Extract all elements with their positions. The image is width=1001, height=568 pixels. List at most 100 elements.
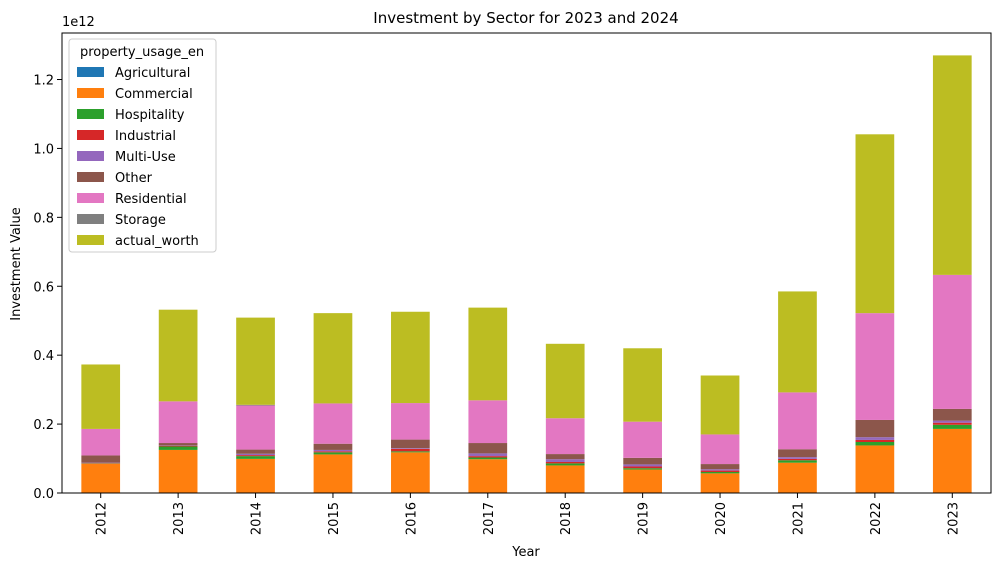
y-tick-label: 0.4 <box>33 349 54 364</box>
bars-group <box>81 55 972 493</box>
legend-box <box>68 38 217 253</box>
bar-segment-multi-use <box>545 459 585 462</box>
bar-segment-residential <box>158 401 198 444</box>
bar-segment-hospitality <box>468 457 508 460</box>
bar-segment-commercial <box>158 449 198 493</box>
bar-segment-hospitality <box>313 452 353 455</box>
bar-segment-actual-worth <box>778 291 817 393</box>
x-axis-title: Year <box>511 545 540 560</box>
legend-label: Hospitality <box>115 108 185 123</box>
bar-segment-actual-worth <box>700 375 740 435</box>
bar-segment-industrial <box>313 451 353 453</box>
y-tick-label: 1.2 <box>33 74 54 89</box>
bar-segment-residential <box>81 428 121 456</box>
chart-title: Investment by Sector for 2023 and 2024 <box>373 9 678 27</box>
x-tick-label: 2023 <box>946 502 961 535</box>
bar-segment-actual-worth <box>932 55 972 275</box>
bar-segment-multi-use <box>468 453 508 457</box>
x-tick-label: 2016 <box>404 502 419 535</box>
bar-segment-actual-worth <box>545 343 585 419</box>
y-tick-label: 0.6 <box>33 280 54 295</box>
bar-segment-actual-worth <box>236 317 275 405</box>
x-tick-label: 2022 <box>869 502 884 535</box>
legend-swatch <box>77 151 104 161</box>
bar-segment-commercial <box>81 463 121 493</box>
bar-segment-commercial <box>545 465 585 493</box>
bar-segment-industrial <box>545 461 585 464</box>
bar-segment-industrial <box>700 470 740 472</box>
bar-segment-commercial <box>468 459 508 493</box>
legend-label: Multi-Use <box>115 150 176 165</box>
bar-segment-industrial <box>778 458 817 461</box>
bar-segment-other <box>313 443 353 450</box>
bar-segment-other <box>468 443 508 454</box>
x-tick-label: 2021 <box>791 502 806 535</box>
x-tick-label: 2014 <box>250 502 265 535</box>
bar-segment-residential <box>236 405 275 450</box>
x-tick-label: 2020 <box>714 502 729 535</box>
legend-title: property_usage_en <box>80 45 204 60</box>
legend-swatch <box>77 109 104 119</box>
bar-segment-commercial <box>623 469 662 493</box>
bar-segment-residential <box>778 392 817 450</box>
bar-segment-other <box>391 439 430 449</box>
y-tick-label: 0.2 <box>33 418 54 433</box>
bar-segment-multi-use <box>932 420 972 423</box>
bar-segment-industrial <box>855 439 895 443</box>
legend-swatch <box>77 214 104 224</box>
bar-segment-industrial <box>158 445 198 447</box>
x-tick-label: 2012 <box>95 502 110 535</box>
bar-segment-industrial <box>236 455 275 457</box>
legend-swatch <box>77 193 104 203</box>
bar-segment-other <box>855 419 895 438</box>
bar-segment-industrial <box>623 466 662 469</box>
bar-segment-actual-worth <box>468 307 508 401</box>
bar-segment-other <box>700 464 740 470</box>
bar-segment-other <box>778 449 817 458</box>
legend-label: Industrial <box>115 129 176 144</box>
bar-segment-industrial <box>391 448 430 452</box>
y-axis-title: Investment Value <box>9 207 24 320</box>
bar-segment-hospitality <box>236 456 275 459</box>
bar-segment-storage <box>236 404 275 406</box>
bar-segment-multi-use <box>391 448 430 449</box>
legend-label: Agricultural <box>115 66 190 81</box>
bar-segment-hospitality <box>623 468 662 470</box>
bar-segment-hospitality <box>778 460 817 463</box>
bar-segment-other <box>236 449 275 454</box>
bar-segment-industrial <box>468 456 508 458</box>
legend-swatch <box>77 130 104 140</box>
bar-segment-hospitality <box>932 424 972 429</box>
bar-segment-hospitality <box>700 471 740 474</box>
bar-segment-residential <box>700 434 740 465</box>
legend-swatch <box>77 235 104 245</box>
y-tick-label: 0.8 <box>33 211 54 226</box>
bar-segment-residential <box>623 421 662 458</box>
bar-segment-hospitality <box>545 463 585 466</box>
bar-segment-residential <box>855 313 895 420</box>
axis-ticks: 0.0 0.2 0.4 0.6 0.8 1.0 1.2 2012 2013 2014 2015 201… <box>33 74 961 536</box>
bar-segment-actual-worth <box>313 313 353 404</box>
legend-label: Storage <box>115 213 166 228</box>
legend-swatch <box>77 172 104 182</box>
y-tick-label: 1.0 <box>33 142 54 157</box>
bar-segment-commercial <box>778 462 817 493</box>
bar-segment-industrial <box>932 422 972 425</box>
bar-segment-other <box>932 408 972 421</box>
bar-segment-actual-worth <box>81 364 121 429</box>
x-tick-label: 2013 <box>172 502 187 535</box>
bar-segment-other <box>545 454 585 460</box>
bar-segment-commercial <box>700 473 740 493</box>
bar-segment-other <box>623 457 662 465</box>
bar-segment-residential <box>468 400 508 444</box>
bar-segment-commercial <box>855 445 895 493</box>
legend-label: Residential <box>115 192 187 207</box>
bar-segment-multi-use <box>700 469 740 471</box>
y-offset-label: 1e12 <box>62 15 95 30</box>
bar-segment-multi-use <box>236 453 275 456</box>
bar-segment-residential <box>545 418 585 455</box>
legend-label: Other <box>115 171 153 186</box>
legend-swatch <box>77 88 104 98</box>
